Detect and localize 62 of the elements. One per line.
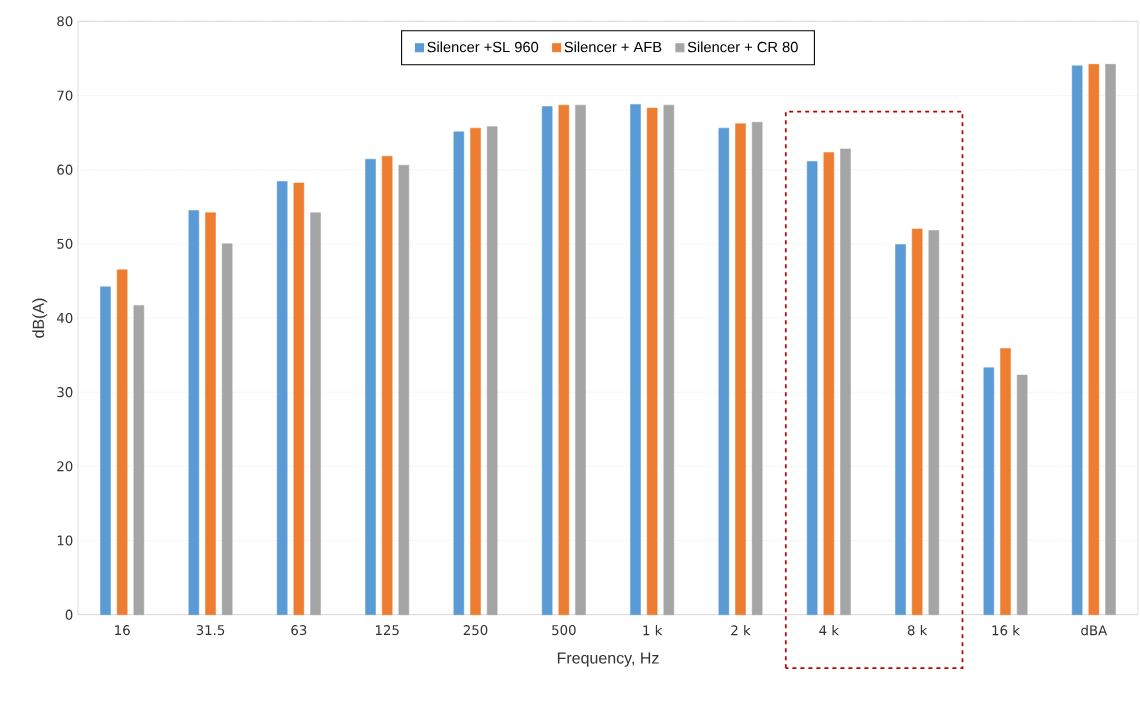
bar <box>221 243 233 616</box>
x-tick-label: 250 <box>463 625 488 636</box>
legend-label: Silencer + AFB <box>564 41 662 53</box>
bar <box>365 159 376 616</box>
bar <box>911 228 923 616</box>
y-tick-label: 20 <box>57 461 73 472</box>
bar <box>486 126 498 616</box>
bar <box>983 367 995 616</box>
bar <box>575 105 586 616</box>
x-tick-label: 16 k <box>992 625 1020 636</box>
bar <box>1088 64 1100 616</box>
bar <box>470 128 481 616</box>
x-tick-label: 1 k <box>643 625 663 636</box>
x-tick-label: 125 <box>375 625 399 636</box>
x-tick-label: 31.5 <box>196 625 225 636</box>
x-tick-label: 8 k <box>907 625 928 636</box>
bar <box>116 269 128 616</box>
y-tick-label: 0 <box>65 609 73 620</box>
x-tick-label: 16 <box>115 625 130 636</box>
y-tick-label: 10 <box>57 535 73 546</box>
bar <box>751 122 763 616</box>
x-tick-label: 2 k <box>731 625 751 636</box>
y-tick-label: 80 <box>57 16 73 27</box>
bar <box>133 305 145 616</box>
bar <box>663 105 675 616</box>
x-tick-label: 500 <box>552 625 576 636</box>
bar <box>310 212 321 616</box>
bar <box>1105 64 1116 616</box>
bar <box>895 244 906 616</box>
bar <box>188 210 200 616</box>
bar <box>558 105 570 616</box>
y-tick-label: 40 <box>56 313 73 324</box>
x-tick-label: 4 k <box>819 625 840 636</box>
bar <box>823 152 835 616</box>
bar <box>735 123 746 616</box>
bar <box>840 148 851 616</box>
y-tick-label: 60 <box>57 164 73 175</box>
bar <box>398 165 410 616</box>
bar <box>1071 65 1083 616</box>
bar <box>806 161 818 616</box>
x-tick-label: dBA <box>1081 625 1108 636</box>
y-tick-label: 50 <box>57 238 73 250</box>
bar <box>205 212 216 616</box>
bar <box>928 230 940 616</box>
y-axis-title: dB(A) <box>32 298 48 338</box>
bar <box>646 108 658 616</box>
bar <box>541 106 553 616</box>
bar <box>453 131 465 616</box>
y-tick-label: 30 <box>57 387 73 398</box>
bar <box>1000 348 1011 616</box>
legend-label: Silencer +SL 960 <box>427 41 539 53</box>
y-tick-label: 70 <box>57 90 73 101</box>
bar <box>718 128 730 616</box>
bar <box>293 182 305 616</box>
legend-label: Silencer + CR 80 <box>687 41 798 53</box>
bar <box>630 104 641 616</box>
x-axis-title: Frequency, Hz <box>557 652 659 668</box>
bar <box>276 181 288 616</box>
bar <box>381 156 393 616</box>
x-tick-label: 63 <box>291 625 307 636</box>
bar <box>1016 375 1028 616</box>
bar <box>100 286 111 616</box>
